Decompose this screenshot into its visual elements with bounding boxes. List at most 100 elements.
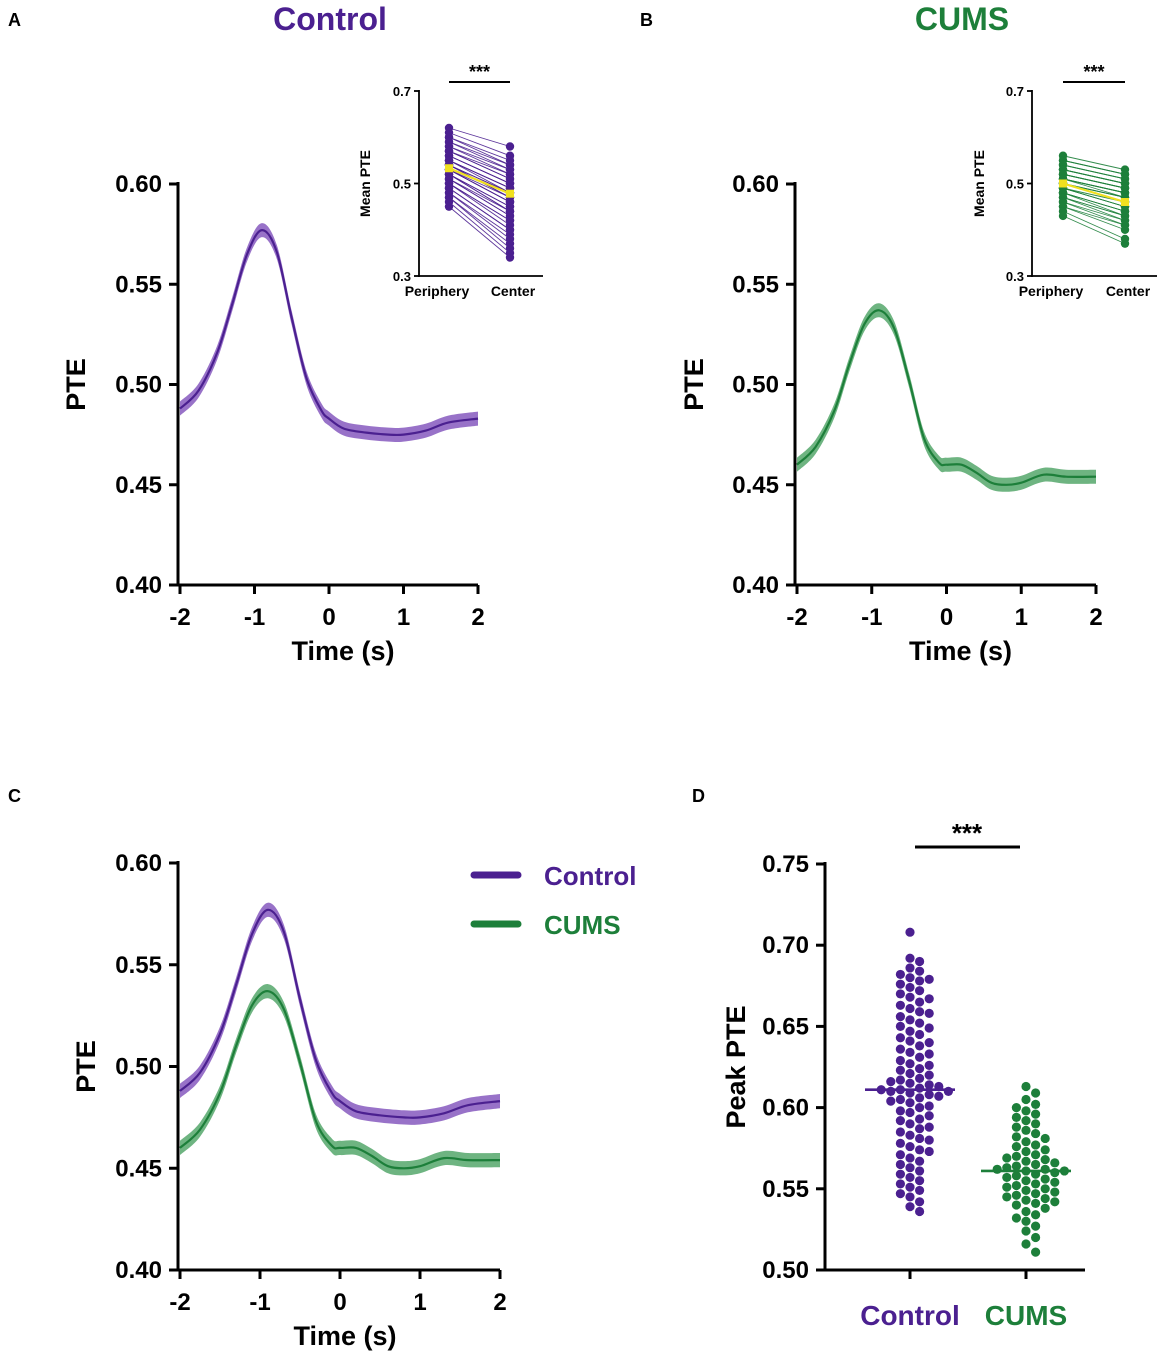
data-point-control (895, 1033, 906, 1043)
y-tick-label: 0.60 (762, 1095, 809, 1122)
inset-pair-line (1062, 215, 1126, 245)
data-point-cums (1031, 1198, 1041, 1209)
panel-label-b: B (640, 10, 653, 30)
inset-x-label-periphery: Periphery (405, 283, 470, 299)
inset-pair-line (1062, 164, 1126, 180)
data-point-control (915, 1197, 925, 1207)
data-point-cums (1040, 1203, 1050, 1213)
y-tick-label: 0.50 (732, 372, 779, 399)
y-tick-label: 0.40 (115, 1257, 162, 1284)
data-point-cums (1040, 1154, 1050, 1165)
x-category-label-cums: CUMS (985, 1300, 1067, 1331)
data-point-cums (1031, 1247, 1041, 1257)
data-point-cums (1021, 1106, 1031, 1116)
data-point-control (905, 992, 915, 1002)
data-point-cums (1021, 1176, 1031, 1186)
data-point-cums (1011, 1171, 1022, 1181)
inset-y-tick-label: 0.5 (393, 177, 411, 192)
data-point-control (905, 1182, 915, 1192)
inset-pair-line (1062, 201, 1126, 221)
data-point-cums (1002, 1182, 1012, 1192)
inset-pair-line (1062, 173, 1126, 189)
panel-title-cums: CUMS (915, 1, 1009, 37)
data-point-control (895, 1115, 906, 1126)
inset-pair-line (1062, 210, 1126, 240)
legend-label-cums: CUMS (544, 910, 621, 940)
legend: Control CUMS (470, 861, 636, 940)
inset-pair-line (448, 146, 511, 171)
data-point-cums (1031, 1232, 1041, 1243)
sem-band-cums (180, 984, 500, 1176)
inset-mean-marker-periphery (445, 164, 453, 173)
y-axis-label: Peak PTE (721, 1005, 751, 1128)
data-point-control (915, 1073, 925, 1083)
data-point-control (895, 1012, 906, 1022)
y-tick-label: 0.50 (762, 1257, 809, 1284)
data-point-control (895, 989, 906, 999)
data-point-control (895, 1044, 906, 1054)
data-point-cums (1021, 1094, 1031, 1105)
inset-pair-line (448, 178, 511, 212)
inset-pair-line (1062, 192, 1126, 212)
data-point-control (905, 1107, 915, 1118)
plot-a: 0.40 0.45 0.50 0.55 0.60 -2 -1 0 1 2 Time (s) PTE (61, 171, 485, 666)
data-point-control (943, 1086, 954, 1096)
plot-b: 0.40 0.45 0.50 0.55 0.60 -2 -1 0 1 2 Time (s) PTE (679, 171, 1103, 666)
y-tick-label: 0.60 (115, 850, 162, 877)
x-axis-label: Time (s) (909, 636, 1012, 666)
x-tick-label: -2 (169, 1289, 190, 1316)
inset-pair-line (1062, 159, 1126, 175)
y-axis-label: PTE (679, 358, 709, 411)
data-point-control (915, 1093, 925, 1103)
data-point-control (895, 1075, 906, 1085)
data-point-control (924, 1101, 934, 1111)
x-tick-label: 1 (1015, 604, 1028, 631)
data-point-control (915, 956, 925, 967)
data-point-control (905, 982, 915, 993)
data-point-cums (1021, 1185, 1031, 1196)
data-point-control (895, 969, 906, 980)
data-point-control (905, 1003, 915, 1014)
data-point-cums (1040, 1164, 1050, 1174)
inset-x-label-center: Center (1106, 283, 1151, 299)
data-point-cums (1002, 1153, 1012, 1163)
inset-center-point (1120, 239, 1130, 248)
inset-mean-marker-center (1121, 198, 1129, 206)
plot-d: 0.50 0.55 0.60 0.65 0.70 0.75 Peak PTE Control C… (721, 818, 1085, 1331)
data-point-control (915, 976, 925, 986)
data-point-control (905, 1153, 915, 1163)
data-point-cums (1031, 1128, 1041, 1139)
x-tick-label: -1 (244, 604, 265, 631)
data-point-cums (1021, 1226, 1031, 1236)
data-point-cums (1011, 1190, 1022, 1200)
data-point-control (905, 963, 915, 973)
inset-pair-line (1062, 178, 1126, 198)
data-point-cums (1011, 1122, 1022, 1132)
inset-center-point (1120, 225, 1130, 234)
x-tick-label: 2 (471, 604, 484, 631)
inset-pair-line (448, 169, 511, 198)
data-point-control (905, 953, 915, 963)
data-point-control (905, 1141, 915, 1152)
data-point-cums (1040, 1174, 1050, 1184)
panel-a: A Control 0.40 0.45 0.50 0.55 0.60 -2 -1 0 1 2 Tim… (8, 1, 543, 666)
data-point-control (905, 1015, 915, 1025)
inset-a: 0.3 0.5 0.7 Mean PTE Periphery Center *** (357, 62, 543, 299)
data-point-control (895, 1189, 906, 1199)
data-point-control (915, 1083, 925, 1093)
data-point-control (915, 1041, 925, 1051)
y-tick-label: 0.70 (762, 932, 809, 959)
y-axis-label: PTE (71, 1040, 101, 1093)
mean-line-control (179, 908, 501, 1119)
data-point-control (924, 974, 934, 984)
data-point-cums (1002, 1192, 1012, 1202)
inset-mean-marker-center (506, 189, 514, 198)
inset-pair-line (448, 206, 511, 258)
inset-pair-line (1062, 187, 1126, 208)
inset-y-axis-label: Mean PTE (971, 150, 987, 217)
inset-mean-line (1062, 182, 1126, 204)
data-point-control (924, 1146, 934, 1157)
data-point-control (915, 997, 925, 1007)
data-point-control (915, 1156, 925, 1166)
